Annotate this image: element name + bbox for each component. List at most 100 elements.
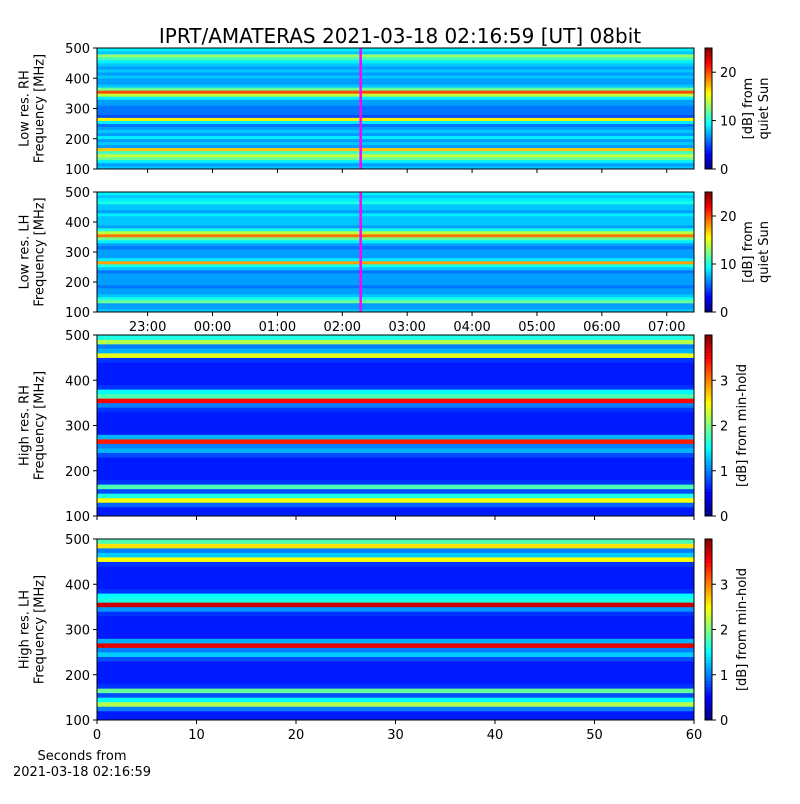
- colorbar-step: [705, 160, 712, 164]
- colorbar-label: [dB] from min-hold: [735, 364, 750, 487]
- heat-cell: [97, 60, 694, 64]
- heat-cell: [97, 78, 694, 82]
- colorbar-step: [705, 551, 712, 555]
- colorbar-step: [705, 128, 712, 131]
- heat-cell: [97, 457, 694, 462]
- colorbar-step: [705, 96, 712, 99]
- heat-cell: [97, 493, 694, 499]
- colorbar-step: [705, 202, 712, 205]
- colorbar-step: [705, 200, 712, 203]
- colorbar-step: [705, 401, 712, 405]
- colorbar-step: [705, 254, 712, 257]
- x-axis-label: 2021-03-18 02:16:59: [13, 765, 151, 780]
- heat-cell: [97, 156, 694, 161]
- colorbar-step: [705, 389, 712, 393]
- colorbar-tick-label: 0: [720, 714, 728, 729]
- heat-cell: [97, 291, 694, 295]
- colorbar-tick-label: 2: [720, 420, 728, 435]
- heat-cell: [97, 688, 694, 694]
- colorbar-step: [705, 422, 712, 426]
- colorbar-step: [705, 52, 712, 55]
- colorbar-step: [705, 647, 712, 651]
- colorbar-step: [705, 224, 712, 227]
- colorbar-step: [705, 350, 712, 354]
- heat-cell: [97, 165, 694, 170]
- colorbar-step: [705, 268, 712, 271]
- heat-cell: [97, 114, 694, 118]
- heat-cell: [97, 243, 694, 247]
- colorbar-step: [705, 662, 712, 666]
- colorbar-step: [705, 124, 712, 127]
- colorbar-step: [705, 545, 712, 549]
- colorbar-step: [705, 258, 712, 261]
- heat-cell: [97, 255, 694, 259]
- colorbar-tick-label: 1: [720, 669, 728, 684]
- colorbar-step: [705, 683, 712, 688]
- colorbar-step: [705, 590, 712, 594]
- colorbar-step: [705, 701, 712, 706]
- heat-cell: [97, 634, 694, 639]
- colorbar-step: [705, 482, 712, 487]
- colorbar-step: [705, 425, 712, 429]
- colorbar-step: [705, 126, 712, 129]
- colorbar-step: [705, 166, 712, 170]
- y-tick-label: 200: [65, 669, 90, 684]
- colorbar-step: [705, 578, 712, 582]
- colorbar-step: [705, 491, 712, 496]
- colorbar-step: [705, 282, 712, 285]
- heat-cell: [97, 252, 694, 256]
- colorbar-step: [705, 386, 712, 390]
- colorbar-step: [705, 572, 712, 576]
- heat-cell: [97, 159, 694, 164]
- x-tick-label: 07:00: [648, 320, 685, 335]
- colorbar-step: [705, 569, 712, 573]
- colorbar-tick-label: 10: [720, 258, 737, 273]
- colorbar-step: [705, 210, 712, 213]
- colorbar-step: [705, 310, 712, 313]
- colorbar-step: [705, 698, 712, 703]
- heat-cell: [97, 511, 694, 517]
- colorbar-tick-label: 20: [720, 66, 737, 81]
- heat-cell: [97, 629, 694, 635]
- colorbar-step: [705, 539, 712, 543]
- heat-cell: [97, 488, 694, 494]
- heat-cell: [97, 48, 694, 52]
- colorbar-step: [705, 204, 712, 207]
- heat-cell: [97, 661, 694, 666]
- colorbar-step: [705, 416, 712, 420]
- colorbar-step: [705, 434, 712, 438]
- colorbar-step: [705, 214, 712, 217]
- colorbar-step: [705, 88, 712, 91]
- colorbar-step: [705, 232, 712, 235]
- heat-cell: [97, 561, 694, 567]
- colorbar-step: [705, 288, 712, 291]
- colorbar-step: [705, 164, 712, 168]
- heat-cell: [97, 344, 694, 349]
- colorbar-step: [705, 230, 712, 233]
- heat-cell: [97, 105, 694, 109]
- heat-cell: [97, 237, 694, 241]
- colorbar-step: [705, 154, 712, 158]
- y-axis-label: Frequency [MHz]: [33, 575, 48, 684]
- colorbar-step: [705, 680, 712, 685]
- colorbar-step: [705, 150, 712, 154]
- colorbar-step: [705, 102, 712, 105]
- colorbar-step: [705, 300, 712, 303]
- colorbar-step: [705, 605, 712, 609]
- colorbar-step: [705, 152, 712, 156]
- colorbar-step: [705, 338, 712, 342]
- heat-cell: [97, 195, 694, 199]
- colorbar-step: [705, 206, 712, 209]
- colorbar-tick-label: 3: [720, 374, 728, 389]
- heat-cell: [97, 72, 694, 76]
- colorbar-step: [705, 98, 712, 101]
- colorbar-step: [705, 500, 712, 505]
- heat-cell: [97, 249, 694, 253]
- heat-cell: [97, 198, 694, 202]
- colorbar-step: [705, 110, 712, 113]
- colorbar-step: [705, 80, 712, 83]
- heat-cell: [97, 656, 694, 662]
- x-tick-label: 20: [288, 728, 305, 743]
- x-tick-label: 06:00: [583, 320, 620, 335]
